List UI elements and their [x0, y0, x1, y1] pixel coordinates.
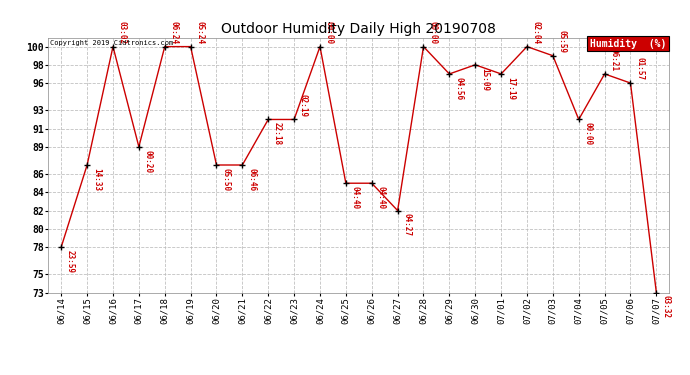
Text: 03:32: 03:32: [661, 295, 670, 318]
Text: 00:00: 00:00: [324, 21, 334, 44]
Text: 02:19: 02:19: [299, 94, 308, 117]
Text: 22:18: 22:18: [273, 122, 282, 146]
Text: 15:09: 15:09: [480, 68, 489, 91]
Text: 00:20: 00:20: [144, 150, 152, 172]
Text: 04:40: 04:40: [377, 186, 386, 209]
Text: 06:24: 06:24: [170, 21, 179, 44]
Text: 04:27: 04:27: [402, 213, 411, 236]
Text: 06:21: 06:21: [609, 48, 618, 71]
Text: 04:40: 04:40: [351, 186, 359, 209]
Text: 04:56: 04:56: [454, 76, 463, 100]
Text: Humidity  (%): Humidity (%): [590, 39, 666, 49]
Text: 01:57: 01:57: [635, 57, 644, 80]
Text: 17:19: 17:19: [506, 76, 515, 100]
Text: 06:46: 06:46: [247, 168, 256, 191]
Text: 05:59: 05:59: [558, 30, 566, 53]
Text: 03:02: 03:02: [117, 21, 127, 44]
Text: 14:33: 14:33: [92, 168, 101, 191]
Text: 05:50: 05:50: [221, 168, 230, 191]
Text: 05:24: 05:24: [195, 21, 204, 44]
Title: Outdoor Humidity Daily High 20190708: Outdoor Humidity Daily High 20190708: [221, 22, 496, 36]
Text: 00:00: 00:00: [584, 122, 593, 146]
Text: 23:59: 23:59: [66, 250, 75, 273]
Text: Copyright 2019 Cidtronics.com: Copyright 2019 Cidtronics.com: [50, 40, 172, 46]
Text: 02:04: 02:04: [531, 21, 541, 44]
Text: 00:00: 00:00: [428, 21, 437, 44]
